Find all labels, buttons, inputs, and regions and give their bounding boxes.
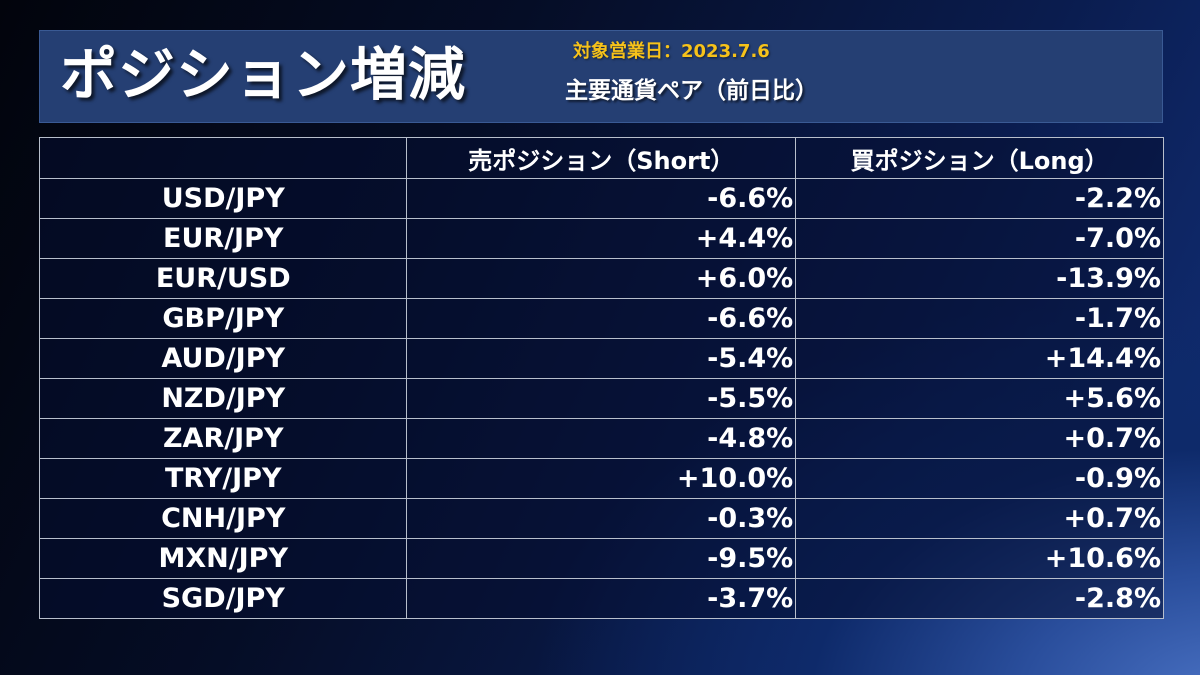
table-row: MXN/JPY -9.5% +10.6% (38, 538, 1164, 579)
long-change: +5.6% (795, 378, 1164, 419)
short-change: -6.6% (406, 178, 797, 219)
long-change: -7.0% (795, 218, 1164, 259)
long-change: -2.8% (795, 578, 1164, 619)
long-change: -2.2% (795, 178, 1164, 219)
short-change: +4.4% (406, 218, 797, 259)
table-row: CNH/JPY -0.3% +0.7% (38, 498, 1164, 539)
business-date: 対象営業日：2023.7.6 (573, 41, 770, 62)
page-title: ポジション増減 (60, 42, 466, 108)
long-change: -0.9% (795, 458, 1164, 499)
short-change: -5.4% (406, 338, 797, 379)
header-pair (38, 137, 408, 179)
short-change: -4.8% (406, 418, 797, 459)
table-row: GBP/JPY -6.6% -1.7% (38, 298, 1164, 339)
currency-pair: EUR/USD (38, 258, 408, 299)
long-change: -1.7% (795, 298, 1164, 339)
currency-pair: EUR/JPY (38, 218, 408, 259)
currency-pair: NZD/JPY (38, 378, 408, 419)
table-row: EUR/JPY +4.4% -7.0% (38, 218, 1164, 259)
currency-pair: AUD/JPY (38, 338, 408, 379)
long-change: +0.7% (795, 418, 1164, 459)
header-long: 買ポジション（Long） (795, 137, 1164, 179)
table-row: EUR/USD +6.0% -13.9% (38, 258, 1164, 299)
table-header-row: 売ポジション（Short） 買ポジション（Long） (38, 137, 1164, 179)
currency-pair: GBP/JPY (38, 298, 408, 339)
position-change-table: 売ポジション（Short） 買ポジション（Long） USD/JPY -6.6%… (38, 137, 1164, 619)
currency-pair: TRY/JPY (38, 458, 408, 499)
short-change: -6.6% (406, 298, 797, 339)
table-row: ZAR/JPY -4.8% +0.7% (38, 418, 1164, 459)
table-row: TRY/JPY +10.0% -0.9% (38, 458, 1164, 499)
title-banner: ポジション増減 対象営業日：2023.7.6 主要通貨ペア（前日比） (39, 30, 1163, 123)
short-change: +6.0% (406, 258, 797, 299)
page-subtitle: 主要通貨ペア（前日比） (565, 78, 818, 104)
table-row: NZD/JPY -5.5% +5.6% (38, 378, 1164, 419)
currency-pair: ZAR/JPY (38, 418, 408, 459)
short-change: +10.0% (406, 458, 797, 499)
header-short: 売ポジション（Short） (406, 137, 797, 179)
long-change: +14.4% (795, 338, 1164, 379)
currency-pair: MXN/JPY (38, 538, 408, 579)
currency-pair: CNH/JPY (38, 498, 408, 539)
long-change: +0.7% (795, 498, 1164, 539)
short-change: -5.5% (406, 378, 797, 419)
short-change: -9.5% (406, 538, 797, 579)
long-change: +10.6% (795, 538, 1164, 579)
long-change: -13.9% (795, 258, 1164, 299)
table-row: SGD/JPY -3.7% -2.8% (38, 578, 1164, 619)
short-change: -3.7% (406, 578, 797, 619)
short-change: -0.3% (406, 498, 797, 539)
currency-pair: SGD/JPY (38, 578, 408, 619)
table-row: AUD/JPY -5.4% +14.4% (38, 338, 1164, 379)
table-row: USD/JPY -6.6% -2.2% (38, 178, 1164, 219)
currency-pair: USD/JPY (38, 178, 408, 219)
